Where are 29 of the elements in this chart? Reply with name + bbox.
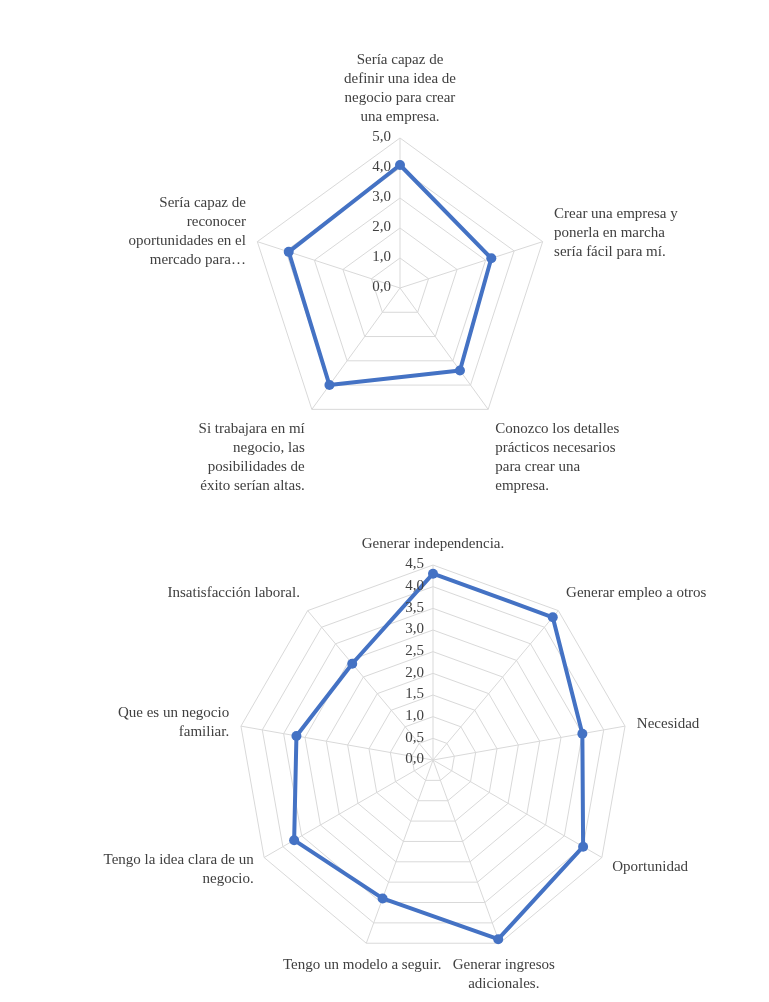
spoke-label: Tengo un modelo a seguir. bbox=[282, 955, 442, 972]
spoke-label: Sería capaz de definir una idea de negocio para crear una empresa. bbox=[343, 51, 457, 125]
spoke-label: Conozco los detalles prácticos necesarios para crear una empresa. bbox=[495, 420, 620, 494]
y-tick-label: 4,5 bbox=[405, 555, 424, 572]
y-tick-label: 0,0 bbox=[372, 278, 391, 295]
spoke-label: Generar independencia. bbox=[361, 535, 505, 552]
spoke-label: Generar empleo a otros bbox=[566, 583, 707, 600]
spoke-label: Crear una empresa y ponerla en marcha sería fácil para mí. bbox=[554, 205, 679, 260]
spoke-label: Tengo la idea clara de un negocio. bbox=[103, 851, 255, 887]
y-tick-label: 2,5 bbox=[405, 642, 424, 659]
y-tick-label: 5,0 bbox=[372, 128, 391, 145]
y-tick-label: 0,5 bbox=[405, 728, 424, 745]
y-tick-label: 0,0 bbox=[405, 750, 424, 767]
spoke-label: Generar ingresos adicionales. bbox=[452, 955, 555, 991]
spoke-label: Sería capaz de reconocer oportunidades en el mercado para… bbox=[128, 194, 247, 268]
y-tick-label: 2,0 bbox=[405, 663, 424, 680]
y-tick-label: 1,0 bbox=[405, 707, 424, 724]
spoke-label: Que es un negocio familiar. bbox=[117, 704, 230, 740]
y-tick-label: 2,0 bbox=[372, 218, 391, 235]
spoke-label: Necesidad bbox=[636, 714, 700, 731]
y-tick-label: 4,0 bbox=[372, 158, 391, 175]
spoke-label: Si trabajara en mí negocio, las posibilidades de éxito serían altas. bbox=[198, 420, 306, 494]
y-tick-label: 1,0 bbox=[372, 248, 391, 265]
y-tick-label: 1,5 bbox=[405, 685, 424, 702]
y-tick-label: 3,0 bbox=[372, 188, 391, 205]
y-tick-label: 3,5 bbox=[405, 598, 424, 615]
spoke-label: Insatisfacción laboral. bbox=[167, 583, 300, 600]
spoke-label: Oportunidad bbox=[612, 858, 689, 875]
y-tick-label: 3,0 bbox=[405, 620, 424, 637]
